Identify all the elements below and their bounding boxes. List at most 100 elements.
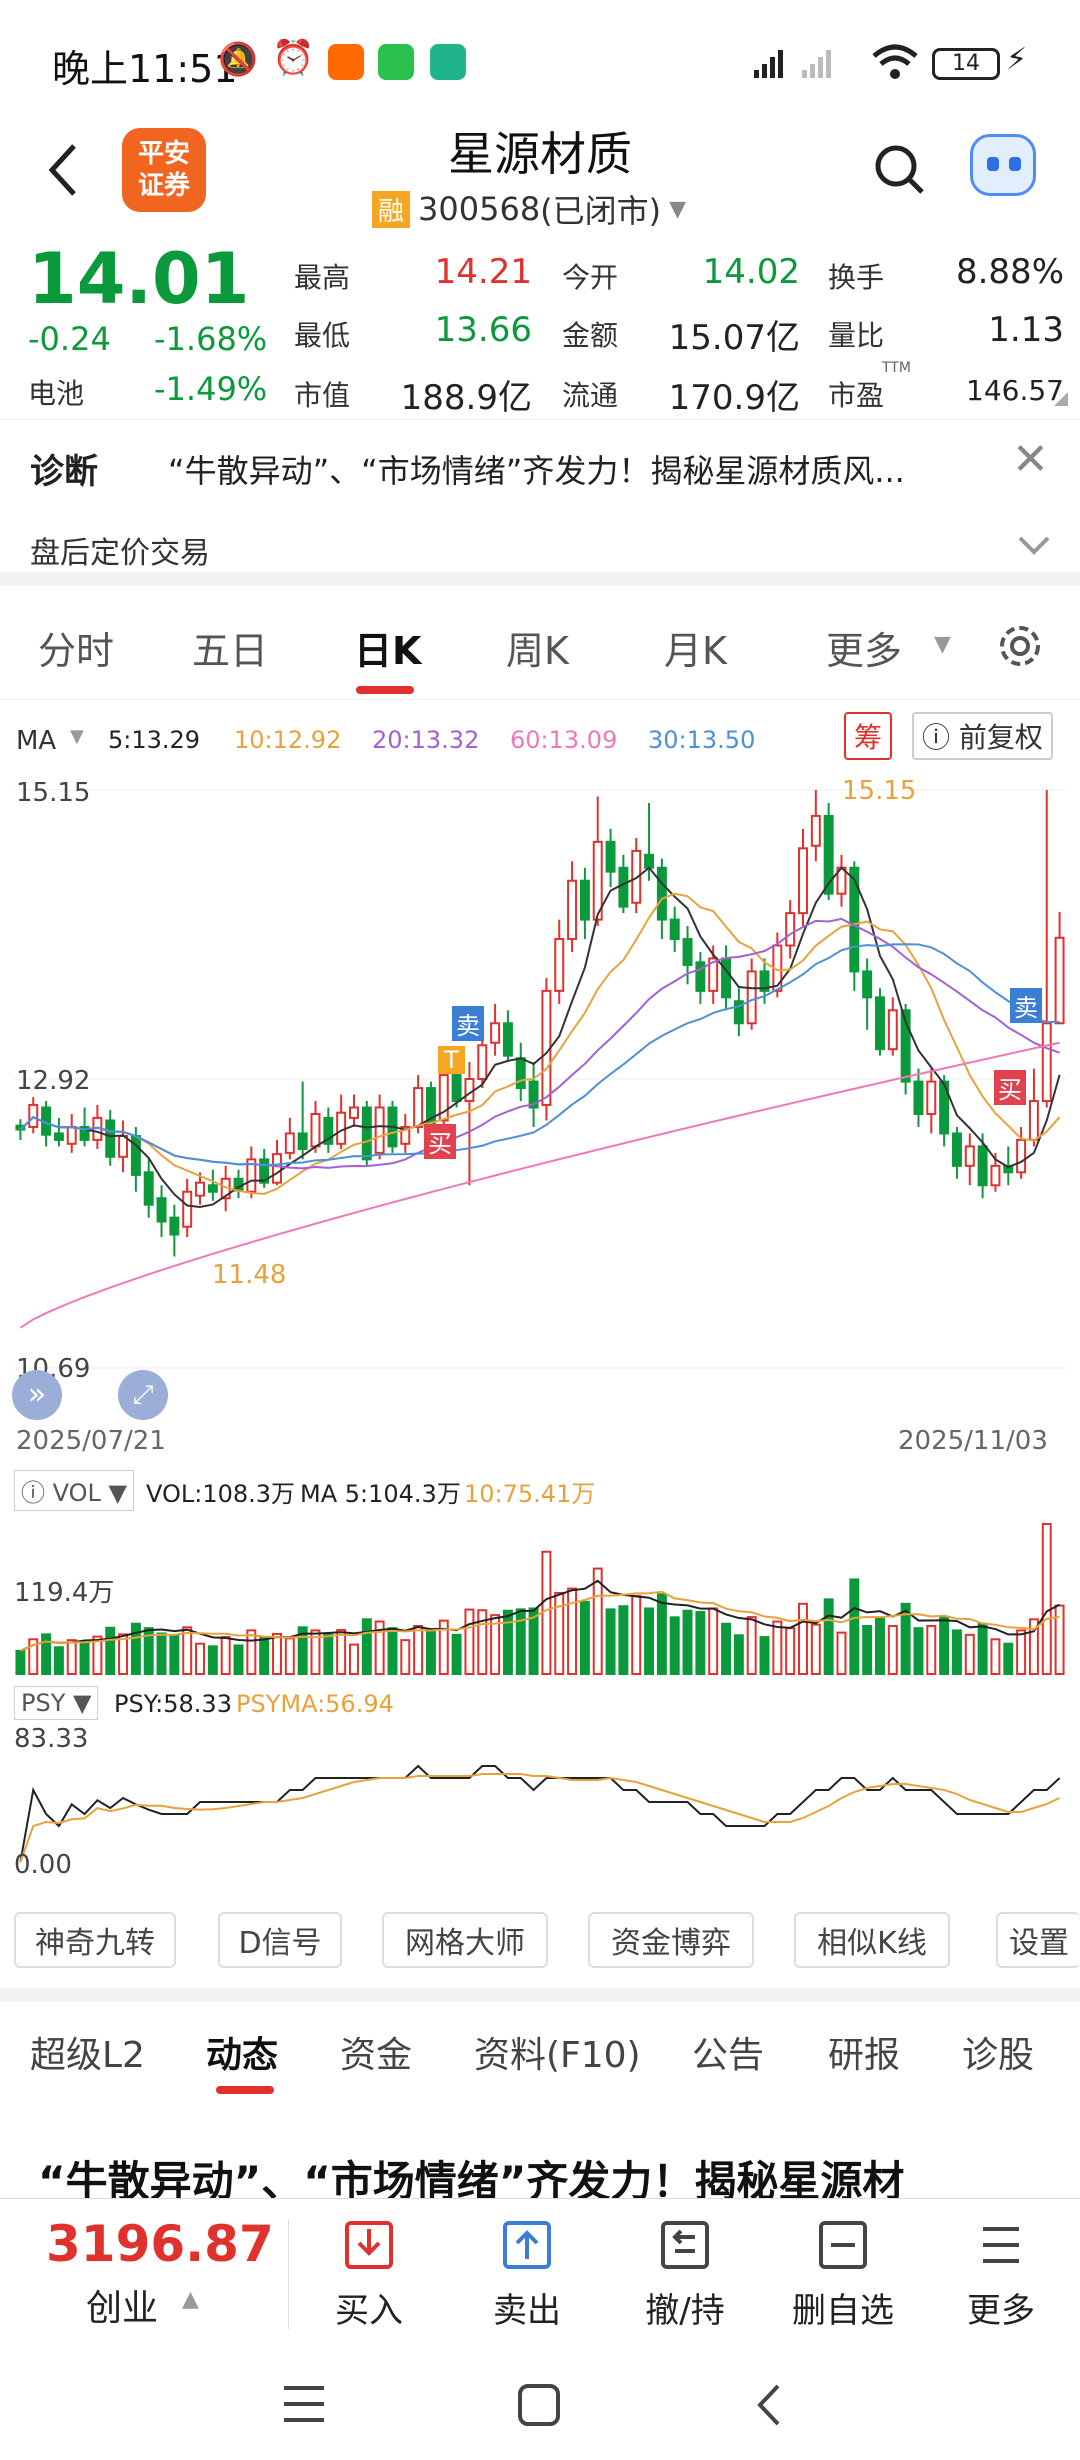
candle-body bbox=[400, 1125, 411, 1145]
tool-settings[interactable]: 设置 bbox=[996, 1912, 1080, 1968]
broker-logo: 平安 证券 bbox=[122, 128, 206, 212]
close-icon[interactable]: ✕ bbox=[1012, 434, 1049, 485]
sector-name[interactable]: 电池 bbox=[28, 377, 85, 410]
candle-body bbox=[477, 1044, 488, 1080]
tab-five-day[interactable]: 五日 bbox=[192, 629, 269, 673]
volume-chart[interactable] bbox=[0, 1510, 1080, 1680]
tool-grid-master[interactable]: 网格大师 bbox=[382, 1912, 548, 1968]
ma-selector[interactable]: MA bbox=[16, 726, 57, 756]
candle-body bbox=[579, 879, 590, 921]
tool-similar-k[interactable]: 相似K线 bbox=[794, 1912, 950, 1968]
tab-monthly-k[interactable]: 月K bbox=[664, 629, 727, 673]
volume-bar bbox=[130, 1622, 141, 1675]
market-status: (已闭市) bbox=[540, 192, 662, 230]
cancel-hold-button[interactable]: 撤/持 bbox=[610, 2219, 760, 2332]
candle-body bbox=[259, 1158, 270, 1184]
pe-value: 146.57 bbox=[966, 374, 1064, 407]
pe-label: 市盈 bbox=[828, 379, 885, 412]
menu-nav-icon[interactable] bbox=[282, 2384, 326, 2424]
volume-bar bbox=[990, 1638, 1001, 1675]
candle-body bbox=[733, 1000, 744, 1025]
candle-body bbox=[849, 866, 860, 973]
more-button[interactable]: 更多 bbox=[926, 2219, 1076, 2332]
back-nav-icon[interactable] bbox=[754, 2382, 784, 2428]
float-cap-value: 170.9亿 bbox=[668, 378, 800, 418]
search-icon[interactable] bbox=[872, 142, 928, 198]
remove-watchlist-button[interactable]: 删自选 bbox=[768, 2219, 918, 2332]
settings-gear-icon[interactable] bbox=[996, 622, 1044, 670]
volume-bar bbox=[15, 1649, 26, 1676]
vol-selector[interactable]: ⓘ VOL ▼ bbox=[14, 1470, 134, 1511]
volume-bar bbox=[272, 1632, 282, 1675]
tab-f10[interactable]: 资料(F10) bbox=[474, 2035, 641, 2076]
tab-fund[interactable]: 资金 bbox=[340, 2035, 413, 2076]
candle-body bbox=[721, 957, 732, 999]
buy-signal-tag-right[interactable]: 买 bbox=[994, 1070, 1026, 1105]
volume-bar bbox=[900, 1602, 911, 1675]
collapse-left-icon[interactable]: » bbox=[12, 1370, 62, 1420]
t-signal-tag[interactable]: T bbox=[438, 1046, 465, 1074]
volume-bar bbox=[605, 1608, 616, 1675]
candle-body bbox=[374, 1106, 385, 1154]
tool-nine-turn[interactable]: 神奇九转 bbox=[14, 1912, 176, 1968]
news-headline[interactable]: “牛散异动”、“市场情绪”齐发力！揭秘星源材 bbox=[38, 2157, 905, 2206]
mute-icon: 🔕 bbox=[218, 40, 258, 78]
volume-bar bbox=[862, 1624, 873, 1675]
candle-body bbox=[143, 1171, 154, 1206]
remove-label: 删自选 bbox=[792, 2291, 894, 2331]
home-nav-icon[interactable] bbox=[516, 2382, 562, 2428]
volume-bar bbox=[118, 1633, 129, 1675]
adjust-mode-button[interactable]: ⓘ 前复权 bbox=[912, 712, 1053, 760]
clock: 晚上11:51 bbox=[52, 47, 238, 91]
volume-bar bbox=[644, 1607, 655, 1675]
tab-weekly-k[interactable]: 周K bbox=[506, 629, 569, 673]
kline-chart[interactable] bbox=[0, 776, 1080, 1456]
diagnosis-text[interactable]: “牛散异动”、“市场情绪”齐发力！揭秘星源材质风... bbox=[168, 452, 905, 490]
tab-research[interactable]: 研报 bbox=[828, 2035, 901, 2076]
high-value: 14.21 bbox=[434, 252, 532, 292]
diagnosis-bar[interactable]: 诊断 “牛散异动”、“市场情绪”齐发力！揭秘星源材质风... ✕ bbox=[0, 420, 1080, 510]
ttm-tag: TTM bbox=[882, 360, 911, 376]
volume-bar bbox=[1041, 1523, 1052, 1675]
stock-code-row[interactable]: 融 300568 (已闭市) ▼ bbox=[372, 186, 686, 232]
back-icon[interactable] bbox=[44, 140, 84, 200]
buy-button[interactable]: 买入 bbox=[294, 2219, 444, 2332]
tab-news[interactable]: 动态 bbox=[206, 2035, 279, 2076]
volume-bar bbox=[977, 1622, 988, 1675]
tab-more[interactable]: 更多 bbox=[826, 629, 903, 673]
psy-y-bot: 0.00 bbox=[14, 1850, 72, 1880]
psy-selector[interactable]: PSY ▼ bbox=[14, 1686, 99, 1720]
tool-d-signal[interactable]: D信号 bbox=[218, 1912, 342, 1968]
index-name[interactable]: 创业 bbox=[86, 2288, 159, 2329]
quote-expand-icon[interactable] bbox=[1054, 392, 1068, 406]
alarm-icon: ⏰ bbox=[272, 38, 315, 78]
candle-body bbox=[105, 1119, 116, 1158]
tab-intraday[interactable]: 分时 bbox=[38, 629, 115, 673]
sell-signal-tag-right[interactable]: 卖 bbox=[1010, 988, 1042, 1023]
candle-body bbox=[682, 938, 693, 966]
ma-dropdown-icon[interactable]: ▼ bbox=[70, 726, 84, 747]
tab-announcement[interactable]: 公告 bbox=[692, 2035, 765, 2076]
index-value[interactable]: 3196.87 bbox=[46, 2215, 274, 2273]
volume-bar bbox=[425, 1628, 436, 1675]
chip-distribution-button[interactable]: 筹 bbox=[844, 712, 893, 760]
tab-daily-k[interactable]: 日K bbox=[354, 629, 422, 673]
volume-bar bbox=[220, 1636, 231, 1675]
fullscreen-icon[interactable]: ⤢ bbox=[118, 1370, 168, 1420]
psy-chart[interactable] bbox=[0, 1722, 1080, 1882]
volume-bar bbox=[515, 1608, 526, 1675]
vol-ma10: 10:75.41万 bbox=[464, 1480, 596, 1508]
candle-body bbox=[438, 1074, 449, 1122]
tab-diagnose[interactable]: 诊股 bbox=[962, 2035, 1035, 2076]
chevron-down-icon[interactable] bbox=[1016, 534, 1052, 558]
candle-body bbox=[708, 957, 719, 992]
tool-fund-game[interactable]: 资金博弈 bbox=[588, 1912, 754, 1968]
sell-button[interactable]: 卖出 bbox=[452, 2219, 602, 2332]
volume-bar bbox=[798, 1602, 808, 1675]
after-hours-row[interactable]: 盘后定价交易 bbox=[0, 510, 1080, 586]
tab-super-l2[interactable]: 超级L2 bbox=[30, 2035, 145, 2076]
buy-signal-tag[interactable]: 买 bbox=[424, 1124, 456, 1159]
candle-body bbox=[53, 1132, 64, 1141]
sell-signal-tag[interactable]: 卖 bbox=[452, 1006, 484, 1041]
robot-assistant-icon[interactable] bbox=[970, 134, 1036, 196]
